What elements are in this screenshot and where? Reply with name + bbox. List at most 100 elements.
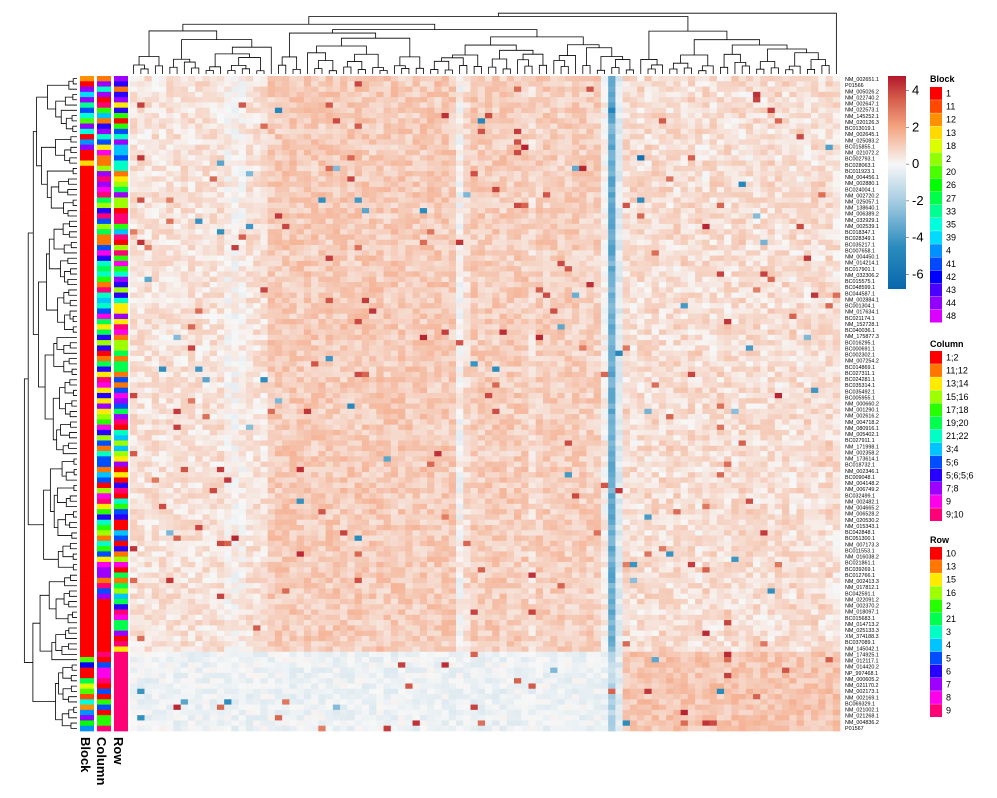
heatmap-cell [702, 218, 710, 225]
heatmap-cell [130, 165, 138, 172]
heatmap-cell [658, 197, 667, 204]
dendrogram-link [62, 688, 72, 700]
heatmap-cell [398, 76, 406, 82]
heatmap-cell [782, 128, 790, 135]
heatmap-cell [448, 255, 457, 262]
heatmap-cell [695, 282, 703, 288]
heatmap-cell [463, 192, 471, 198]
heatmap-cell [158, 229, 167, 235]
heatmap-cell [296, 223, 305, 230]
heatmap-cell [644, 81, 652, 87]
dendrogram-link [281, 56, 298, 70]
heatmap-cell [629, 282, 638, 288]
heatmap-cell [151, 118, 160, 124]
heatmap-cell [166, 271, 174, 278]
heatmap-cell [637, 149, 645, 156]
heatmap-cell [716, 202, 725, 209]
annotation-cell-row [114, 588, 128, 595]
heatmap-cell [245, 149, 254, 156]
heatmap-cell [724, 102, 732, 109]
heatmap-cell [753, 76, 761, 82]
heatmap-cell [716, 303, 725, 309]
heatmap-cell [195, 149, 203, 156]
column-dendrogram [133, 12, 837, 74]
heatmap-cell [296, 202, 305, 209]
heatmap-cell [513, 292, 522, 299]
heatmap-cell [499, 245, 508, 251]
heatmap-cell [405, 266, 413, 272]
heatmap-cell [419, 292, 428, 299]
heatmap-cell [144, 165, 153, 172]
heatmap-cell [550, 276, 558, 283]
heatmap-cell [354, 123, 363, 130]
heatmap-cell [231, 139, 240, 146]
heatmap-cell [593, 128, 602, 135]
annotation-cell-column [97, 414, 111, 420]
heatmap-cell [398, 112, 406, 119]
heatmap-cell [492, 276, 500, 283]
annotation-cell-row [114, 440, 128, 447]
heatmap-cell [216, 192, 225, 198]
heatmap-cell [687, 149, 696, 156]
heatmap-cell [658, 123, 667, 130]
heatmap-cell [398, 160, 406, 167]
heatmap-cell [253, 149, 261, 156]
heatmap-cell [724, 139, 732, 146]
heatmap-cell [325, 271, 334, 278]
heatmap-cell [492, 260, 500, 267]
heatmap-cell [789, 118, 797, 124]
heatmap-cell [224, 118, 232, 124]
heatmap-cell [550, 176, 558, 182]
heatmap-cell [832, 176, 841, 182]
heatmap-cell [383, 160, 392, 167]
heatmap-cell [782, 229, 790, 235]
heatmap-cell [767, 91, 776, 98]
heatmap-cell [412, 197, 421, 204]
heatmap-cell [180, 139, 189, 146]
heatmap-cell [521, 118, 529, 124]
heatmap-cell [579, 234, 587, 241]
dendrogram-link [69, 411, 77, 418]
heatmap-cell [303, 86, 312, 93]
heatmap-cell [369, 134, 377, 140]
heatmap-cell [303, 223, 312, 230]
heatmap-cell [629, 176, 638, 182]
heatmap-cell [506, 112, 515, 119]
heatmap-cell [376, 81, 384, 87]
heatmap-cell [282, 303, 290, 309]
heatmap-cell [448, 123, 457, 130]
heatmap-cell [492, 271, 500, 278]
heatmap-cell [789, 297, 797, 304]
heatmap-cell [325, 186, 334, 193]
dendrogram-link [32, 622, 56, 703]
heatmap-cell [789, 239, 797, 246]
heatmap-cell [369, 86, 377, 93]
heatmap-cell [260, 128, 268, 135]
heatmap-cell [745, 192, 754, 198]
heatmap-cell [470, 208, 479, 214]
heatmap-cell [130, 128, 138, 135]
heatmap-cell [398, 197, 406, 204]
heatmap-cell [818, 245, 826, 251]
annotation-cell-row [114, 699, 128, 705]
annotation-cell-row [114, 598, 128, 605]
heatmap-cell [811, 107, 819, 114]
heatmap-cell [564, 308, 573, 315]
heatmap-cell [318, 266, 326, 272]
annotation-cell-block [80, 260, 94, 267]
heatmap-cell [405, 176, 413, 182]
heatmap-cell [485, 260, 493, 267]
heatmap-cell [731, 81, 739, 87]
heatmap-cell [796, 234, 805, 241]
heatmap-cell [709, 260, 718, 267]
heatmap-cell [731, 123, 739, 130]
heatmap-cell [680, 202, 689, 209]
heatmap-cell [731, 245, 739, 251]
heatmap-cell [354, 81, 363, 87]
heatmap-cell [644, 139, 652, 146]
heatmap-cell [811, 97, 819, 103]
dendrogram-link [61, 646, 77, 655]
heatmap-cell [542, 255, 551, 262]
heatmap-cell [325, 245, 334, 251]
heatmap-cell [158, 266, 167, 272]
